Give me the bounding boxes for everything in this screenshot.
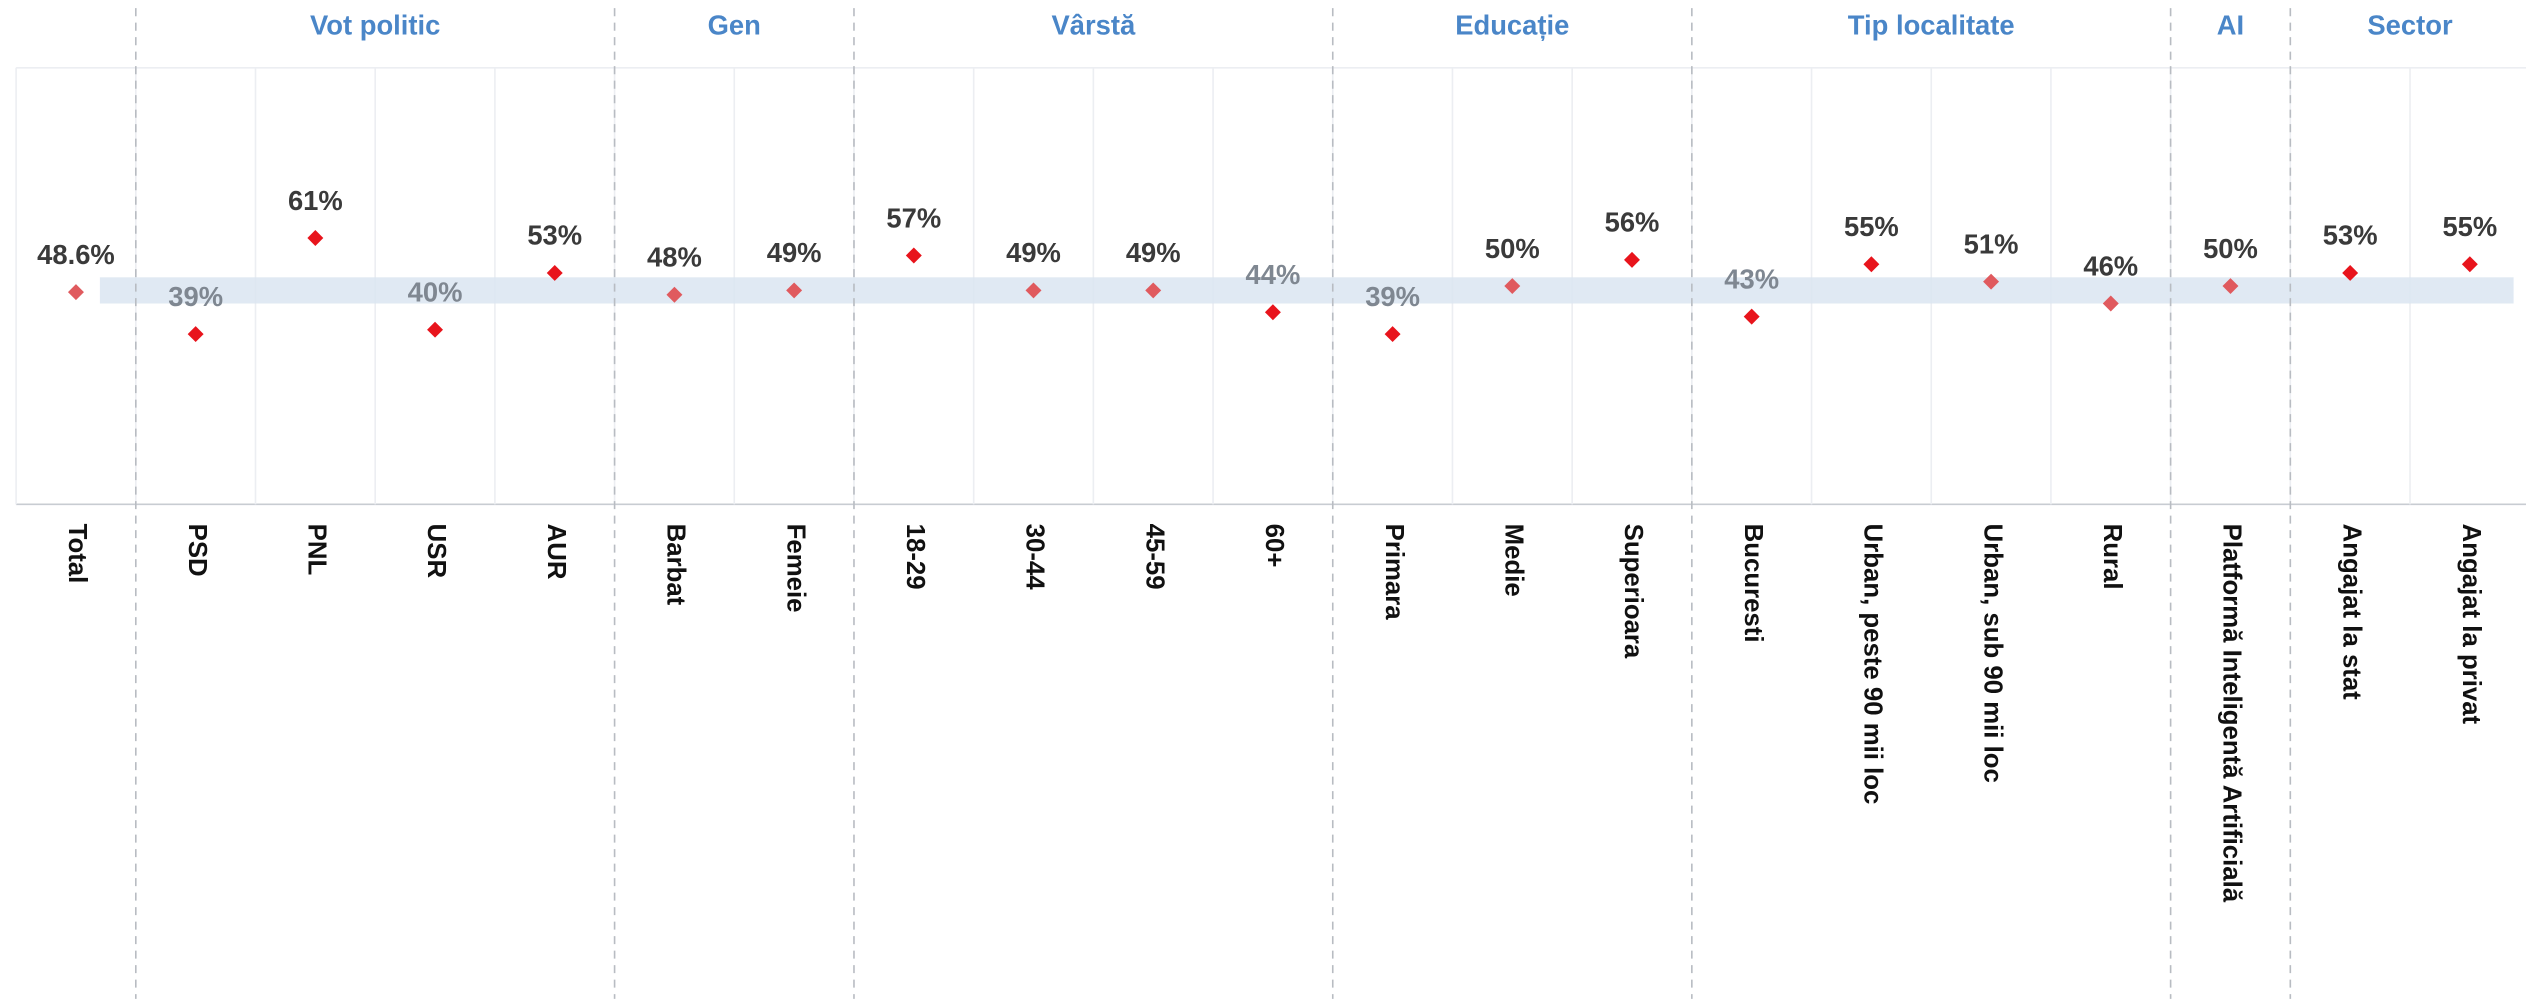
group-header: Vot politic [310, 10, 440, 41]
dot [67, 284, 84, 301]
group-header: AI [2217, 10, 2244, 41]
dot [187, 326, 204, 343]
group-header: Vârstă [1052, 10, 1136, 41]
group-header: Educație [1455, 10, 1569, 41]
x-tick-label: 45-59 [1140, 524, 1168, 590]
x-tick-label: Medie [1499, 524, 1527, 597]
x-tick-label: Urban, sub 90 mii loc [1978, 524, 2006, 783]
dot [1863, 256, 1880, 273]
x-tick-label: 30-44 [1021, 524, 1049, 591]
value-label: 55% [1844, 211, 1899, 242]
dot [905, 247, 922, 264]
value-label: 44% [1246, 259, 1301, 290]
group-header: Tip localitate [1848, 10, 2015, 41]
x-tick-label: Platformă Inteligentă Artificială [2218, 524, 2246, 903]
value-label: 57% [886, 202, 941, 233]
x-tick-label: 60+ [1260, 524, 1288, 568]
x-tick-label: Angajat la privat [2457, 524, 2485, 725]
x-tick-label: Bucuresti [1739, 524, 1767, 643]
dot [666, 286, 683, 303]
x-tick-label: Femeie [781, 524, 809, 613]
value-label: 39% [1365, 281, 1420, 312]
value-label: 49% [1126, 237, 1181, 268]
value-label: 39% [168, 281, 223, 312]
x-tick-label: Rural [2098, 524, 2126, 590]
dot [307, 230, 324, 246]
x-tick-label: PNL [303, 524, 331, 576]
value-label: 50% [2203, 233, 2258, 264]
dot [2102, 295, 2119, 312]
group-header: Sector [2367, 10, 2453, 41]
dot [1983, 273, 2000, 290]
value-label: 51% [1964, 228, 2019, 259]
value-label: 43% [1724, 263, 1779, 294]
x-tick-label: Urban, peste 90 mii loc [1859, 524, 1887, 805]
dot [2342, 264, 2359, 281]
value-label: 40% [408, 276, 463, 307]
value-label: 48% [647, 242, 702, 273]
x-tick-label: PSD [183, 524, 211, 577]
value-label: 49% [767, 237, 822, 268]
dot [1145, 282, 1162, 299]
dot [1624, 251, 1640, 268]
value-label: 55% [2442, 211, 2497, 242]
x-tick-label: Total [63, 524, 91, 584]
dot [427, 321, 444, 338]
value-label: 48.6% [37, 239, 115, 270]
dot [546, 264, 563, 281]
dot [1743, 308, 1760, 325]
value-label: 50% [1485, 233, 1540, 264]
dot [1264, 304, 1281, 321]
x-tick-label: Superioara [1619, 524, 1647, 659]
value-label: 46% [2083, 250, 2138, 281]
value-label: 56% [1605, 207, 1660, 238]
value-label: 61% [288, 185, 343, 216]
x-tick-label: Angajat la stat [2337, 524, 2365, 701]
dot [786, 282, 803, 299]
value-label: 49% [1006, 237, 1061, 268]
x-tick-label: USR [422, 524, 450, 579]
x-tick-label: Barbat [662, 524, 690, 606]
dot [1384, 326, 1401, 343]
dot [2461, 256, 2478, 273]
x-tick-label: AUR [542, 524, 570, 580]
group-header: Gen [708, 10, 761, 41]
x-tick-label: Primara [1380, 524, 1408, 621]
value-label: 53% [527, 220, 582, 251]
x-tick-label: 18-29 [901, 524, 929, 590]
value-label: 53% [2323, 220, 2378, 251]
